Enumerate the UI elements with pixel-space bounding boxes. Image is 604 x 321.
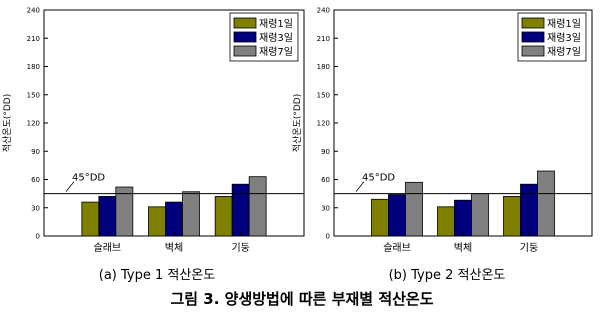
bar-3-2 (182, 191, 200, 237)
chart-panel-b: 0 30 60 90 120 150 180 210 240 적산온도(°DD) 슬래브 벽체 기둥 45… (291, 7, 593, 254)
y-tick-label: 30 (31, 204, 40, 212)
bar-1-1 (81, 201, 100, 237)
reference-pointer (65, 181, 75, 192)
caption-b: (b) Type 2 적산온도 (389, 268, 506, 283)
legend-entry: 재령1일 (547, 18, 581, 30)
y-tick-label: 90 (31, 148, 40, 156)
y-tick-label: 210 (27, 35, 40, 43)
bar-2-1 (98, 196, 117, 237)
y-tick-label: 0 (36, 233, 40, 241)
y-tick-label: 180 (27, 63, 40, 71)
bar-3-2 (471, 193, 489, 237)
category-label: 기둥 (520, 242, 538, 254)
figure-title: 그림 3. 양생방법에 따른 부재별 적산온도 (170, 290, 433, 308)
bar-2-2 (454, 199, 472, 237)
reference-label: 45°DD (362, 173, 395, 184)
bar-1-2 (148, 206, 166, 237)
y-axis-label: 적산온도(°DD) (291, 94, 303, 153)
y-tick-label: 180 (317, 63, 330, 71)
y-tick-label: 90 (321, 148, 330, 156)
bar-1-1 (371, 198, 389, 237)
bar-2-3 (520, 183, 538, 237)
bar-2-2 (165, 201, 183, 237)
bar-3-3 (537, 170, 555, 237)
legend-entry: 재령7일 (259, 46, 293, 58)
legend-entry: 재령7일 (547, 46, 581, 58)
bar-3-1 (405, 181, 423, 237)
bar-1-3 (214, 196, 233, 237)
bar-3-3 (248, 176, 267, 237)
y-tick-label: 210 (317, 35, 330, 43)
legend-swatch (521, 45, 545, 57)
y-tick-label: 120 (317, 120, 330, 128)
y-tick-label: 60 (31, 176, 40, 184)
reference-label: 45°DD (72, 173, 105, 184)
chart-panel-a: 0 30 60 90 120 150 180 210 240 적산온도(°DD) 슬래브 벽체 기둥 45… (1, 7, 305, 254)
y-tick-label: 30 (321, 204, 330, 212)
y-axis-label: 적산온도(°DD) (1, 94, 13, 153)
category-label: 슬래브 (94, 242, 122, 254)
y-tick-label: 150 (317, 91, 330, 99)
y-tick-label: 240 (317, 7, 330, 15)
legend-swatch (233, 17, 257, 29)
category-label: 벽체 (165, 242, 183, 254)
legend-entry: 재령3일 (259, 32, 293, 44)
bar-1-3 (503, 196, 521, 237)
bar-3-1 (115, 186, 134, 237)
category-label: 슬래브 (383, 242, 411, 254)
legend-swatch (521, 31, 545, 43)
caption-a: (a) Type 1 적산온도 (99, 268, 216, 283)
category-label: 벽체 (454, 242, 472, 254)
legend-entry: 재령3일 (547, 32, 581, 44)
reference-pointer (355, 181, 365, 192)
y-tick-label: 60 (321, 176, 330, 184)
legend-swatch (521, 17, 545, 29)
legend-swatch (233, 31, 257, 43)
category-label: 기둥 (231, 242, 249, 254)
bar-1-2 (437, 206, 455, 237)
y-tick-label: 240 (27, 7, 40, 15)
legend-swatch (233, 45, 257, 57)
bar-2-3 (231, 183, 250, 237)
y-tick-label: 150 (27, 91, 40, 99)
y-tick-label: 0 (326, 233, 330, 241)
y-tick-label: 120 (27, 120, 40, 128)
bar-2-1 (388, 194, 406, 237)
legend-entry: 재령1일 (259, 18, 293, 30)
